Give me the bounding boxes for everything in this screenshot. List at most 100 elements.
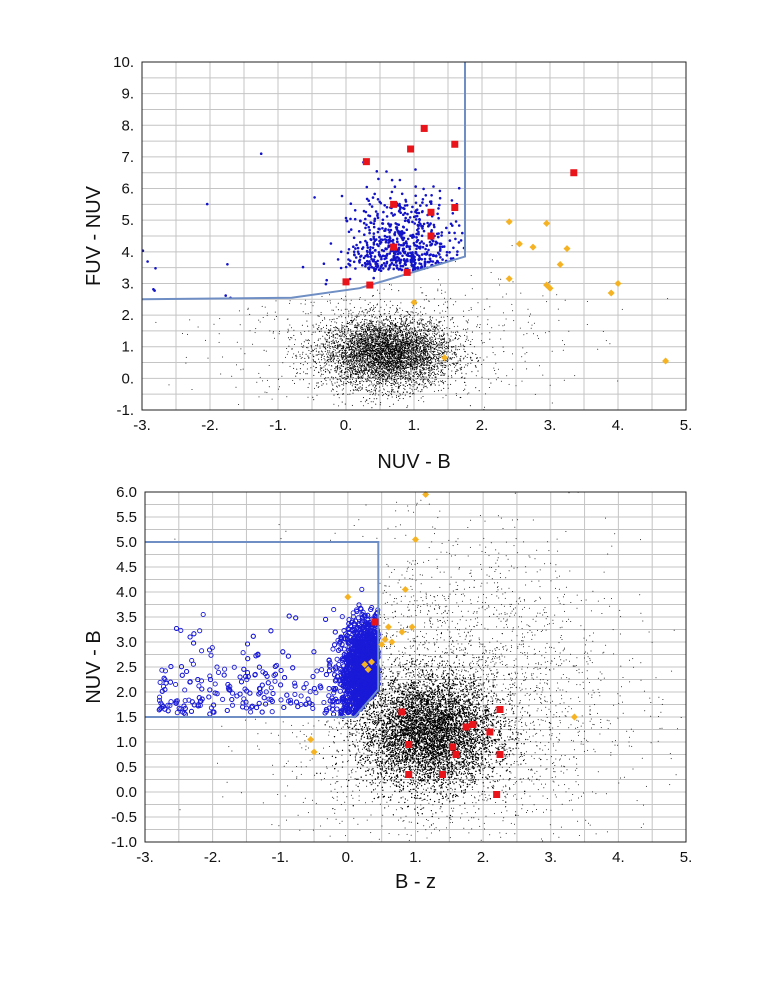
data-point [374, 361, 376, 363]
data-point [448, 338, 450, 340]
data-point [312, 396, 314, 398]
data-point [443, 352, 445, 354]
data-point [403, 347, 406, 349]
data-point [321, 328, 323, 330]
data-point [408, 350, 411, 352]
data-point [398, 290, 400, 292]
data-point [350, 361, 352, 363]
data-point [391, 396, 393, 398]
data-point [374, 367, 376, 369]
data-point [418, 374, 420, 376]
data-point [384, 352, 386, 354]
data-point [354, 361, 356, 363]
data-point [393, 351, 396, 353]
data-point [400, 318, 402, 320]
data-point [441, 342, 443, 344]
data-point [391, 389, 393, 391]
data-point [360, 357, 362, 359]
data-point [348, 346, 350, 348]
data-point [364, 332, 366, 334]
data-point [359, 338, 361, 340]
data-point [400, 384, 402, 387]
data-point [357, 371, 359, 373]
data-point [401, 366, 404, 368]
data-point [406, 329, 408, 331]
data-point [373, 377, 375, 379]
data-point [352, 383, 354, 385]
data-point [348, 310, 350, 312]
data-point [419, 336, 421, 338]
data-point [430, 324, 432, 326]
data-point [362, 345, 364, 347]
data-point [382, 336, 384, 338]
data-point [402, 350, 404, 352]
data-point [330, 355, 332, 357]
data-point [408, 360, 410, 362]
data-point [400, 381, 402, 383]
data-point [414, 366, 416, 368]
data-point [335, 376, 337, 378]
data-point [470, 362, 472, 364]
data-point [412, 317, 414, 319]
data-point [383, 313, 385, 315]
data-point [384, 350, 386, 352]
data-point [425, 349, 427, 351]
data-point [349, 367, 351, 369]
data-point [307, 342, 310, 344]
data-point [422, 352, 424, 354]
data-point [392, 366, 394, 368]
data-point [418, 362, 421, 364]
data-point [355, 353, 358, 355]
data-point [357, 324, 359, 326]
data-point [379, 383, 381, 385]
data-point [443, 337, 446, 339]
data-point [363, 367, 365, 370]
data-point [427, 325, 429, 327]
data-point [409, 316, 411, 318]
data-point [428, 331, 430, 333]
data-point [405, 382, 407, 384]
data-point [410, 365, 412, 367]
data-point [332, 342, 334, 344]
data-point [346, 383, 348, 385]
data-point [364, 345, 366, 347]
data-point [332, 378, 334, 380]
data-point [433, 357, 435, 359]
data-point [365, 333, 367, 336]
data-point [425, 341, 428, 343]
data-point [365, 346, 367, 348]
data-point [315, 350, 317, 352]
data-point [395, 373, 397, 375]
data-point [304, 357, 306, 359]
data-point [382, 341, 384, 344]
data-point [418, 349, 420, 351]
data-point [355, 357, 357, 359]
data-point [445, 365, 447, 367]
data-point [373, 383, 375, 385]
data-point [377, 371, 379, 374]
data-point [349, 393, 351, 395]
data-point [342, 325, 344, 327]
data-point [369, 322, 371, 324]
data-point [435, 354, 437, 356]
data-point [439, 337, 441, 339]
data-point [323, 362, 325, 364]
data-point [436, 325, 438, 327]
data-point [362, 365, 365, 367]
data-point [367, 378, 369, 380]
data-point [354, 331, 357, 333]
data-point [406, 339, 408, 341]
data-point [398, 345, 400, 347]
data-point [416, 382, 418, 384]
data-point [352, 350, 354, 352]
data-point [330, 369, 332, 371]
data-point [341, 365, 343, 367]
data-point [354, 383, 356, 386]
data-point [383, 363, 385, 365]
data-point [392, 341, 394, 343]
data-point [412, 334, 414, 336]
data-point [405, 353, 407, 355]
data-point [310, 367, 312, 369]
data-point [370, 339, 372, 341]
data-point [432, 356, 434, 358]
